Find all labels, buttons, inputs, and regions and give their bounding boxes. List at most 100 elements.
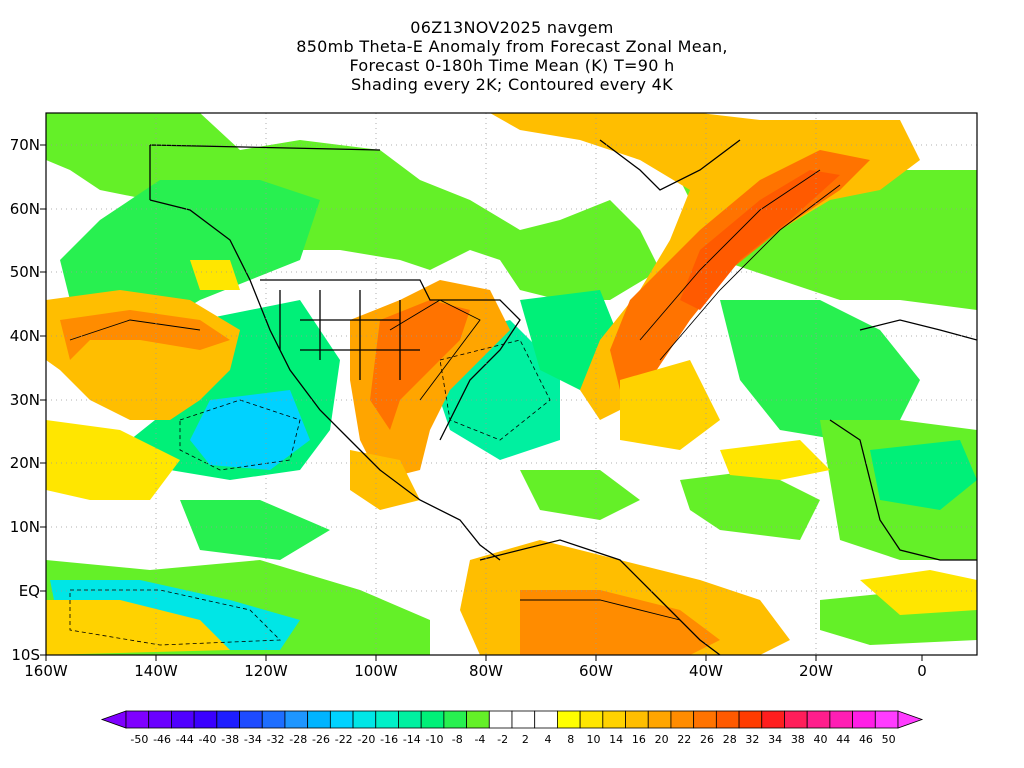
colorbar-swatch [148,710,172,729]
lat-label-60n: 60N [9,200,40,218]
colorbar-label: 10 [586,733,601,746]
colorbar-swatch [193,710,218,729]
colorbar-swatch [375,710,399,729]
title-line-1: 06Z13NOV2025 navgem [410,18,614,37]
colorbar-swatch [670,710,695,729]
colorbar-arrow-right [897,710,924,729]
colorbar-swatch [171,710,195,729]
negative-contours [69,339,551,646]
colorbar-swatch [125,710,150,729]
lat-label-70n: 70N [9,136,40,154]
colorbar-label: 32 [745,733,760,746]
colorbar-swatch [784,710,808,729]
lat-label-30n: 30N [9,391,40,409]
colorbar-swatch [693,710,717,729]
colorbar-label: -26 [312,733,330,746]
colorbar-swatch [420,710,445,729]
colorbar-label: -16 [380,733,399,746]
colorbar [100,710,924,729]
lon-label-120w: 120W [244,662,288,680]
colorbar-label: -50 [130,733,149,746]
colorbar-label: 14 [609,733,624,746]
grid [46,113,977,655]
colorbar-label: 28 [722,733,737,746]
colorbar-label: -2 [497,733,509,746]
colorbar-label: 4 [544,733,552,746]
colorbar-label: -4 [474,733,486,746]
positive-contours [69,169,841,621]
colorbar-swatch [307,710,331,729]
lon-label-40w: 40W [689,662,723,680]
colorbar-swatch [579,710,604,729]
anomaly-field [46,113,977,655]
lon-label-100w: 100W [354,662,398,680]
colorbar-label: -34 [243,733,262,746]
colorbar-label: -40 [198,733,217,746]
colorbar-swatch [738,710,763,729]
title-line-2: 850mb Theta-E Anomaly from Forecast Zona… [296,37,728,56]
colorbar-swatch [398,710,422,729]
colorbar-swatch [852,710,876,729]
colorbar-swatch [216,710,240,729]
colorbar-swatch [534,710,558,729]
map-title: 06Z13NOV2025 navgem 850mb Theta-E Anomal… [0,18,1024,94]
colorbar-swatch [239,710,263,729]
title-line-3: Forecast 0-180h Time Mean (K) T=90 h [349,56,675,75]
colorbar-label: 26 [700,733,714,746]
colorbar-label: 46 [858,733,873,746]
colorbar-label: 20 [654,733,669,746]
colorbar-label: -38 [221,733,240,746]
colorbar-swatch [806,710,831,729]
colorbar-swatch [761,710,785,729]
colorbar-swatch [829,710,853,729]
colorbar-label: 34 [768,733,783,746]
map-border [45,112,978,656]
colorbar-swatch [602,710,626,729]
title-line-4: Shading every 2K; Contoured every 4K [351,75,673,94]
colorbar-swatch [647,710,672,729]
colorbar-label: -22 [334,733,353,746]
colorbar-label: 16 [631,733,646,746]
colorbar-label: 2 [521,733,529,746]
lat-label-50n: 50N [9,263,40,281]
colorbar-label: -28 [289,733,308,746]
colorbar-swatch [261,710,286,729]
colorbar-arrow-left [100,710,127,729]
lat-label-eq: EQ [18,582,40,600]
colorbar-label: 40 [813,733,828,746]
lon-label-140w: 140W [134,662,178,680]
lat-label-10n: 10N [9,518,40,536]
coastlines [149,139,977,655]
lon-label-80w: 80W [469,662,503,680]
colorbar-label: -14 [402,733,421,746]
colorbar-label: -10 [425,733,444,746]
lon-label-60w: 60W [579,662,613,680]
colorbar-label: -44 [175,733,194,746]
colorbar-swatch [284,710,309,729]
lat-label-10s: 10S [11,646,40,664]
lon-label-20w: 20W [799,662,833,680]
colorbar-swatch [715,710,740,729]
colorbar-label: 44 [836,733,851,746]
colorbar-swatch [488,710,513,729]
colorbar-label: 50 [881,733,896,746]
colorbar-swatch [329,710,354,729]
colorbar-swatch [557,710,581,729]
colorbar-label: -32 [266,733,285,746]
colorbar-label: -8 [451,733,463,746]
lon-label-160w: 160W [24,662,68,680]
colorbar-swatch [874,710,899,729]
colorbar-swatch [511,710,536,729]
colorbar-label: 38 [790,733,805,746]
colorbar-swatch [466,710,490,729]
axis-ticks [40,144,923,661]
lat-label-40n: 40N [9,327,40,345]
colorbar-label: -20 [357,733,376,746]
colorbar-swatch [352,710,377,729]
colorbar-swatch [443,710,467,729]
colorbar-label: 22 [677,733,692,746]
colorbar-swatch [625,710,649,729]
colorbar-label: 8 [567,733,575,746]
lon-label-0: 0 [917,662,927,680]
